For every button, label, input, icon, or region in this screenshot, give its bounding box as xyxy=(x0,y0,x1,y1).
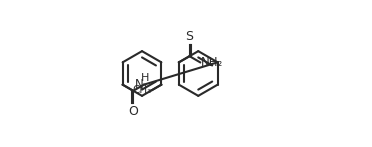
Text: O: O xyxy=(128,105,138,118)
Text: H: H xyxy=(140,72,149,82)
Text: N: N xyxy=(135,78,144,91)
Text: CH₃: CH₃ xyxy=(132,85,151,95)
Text: S: S xyxy=(186,30,193,43)
Text: NH₂: NH₂ xyxy=(201,56,224,69)
